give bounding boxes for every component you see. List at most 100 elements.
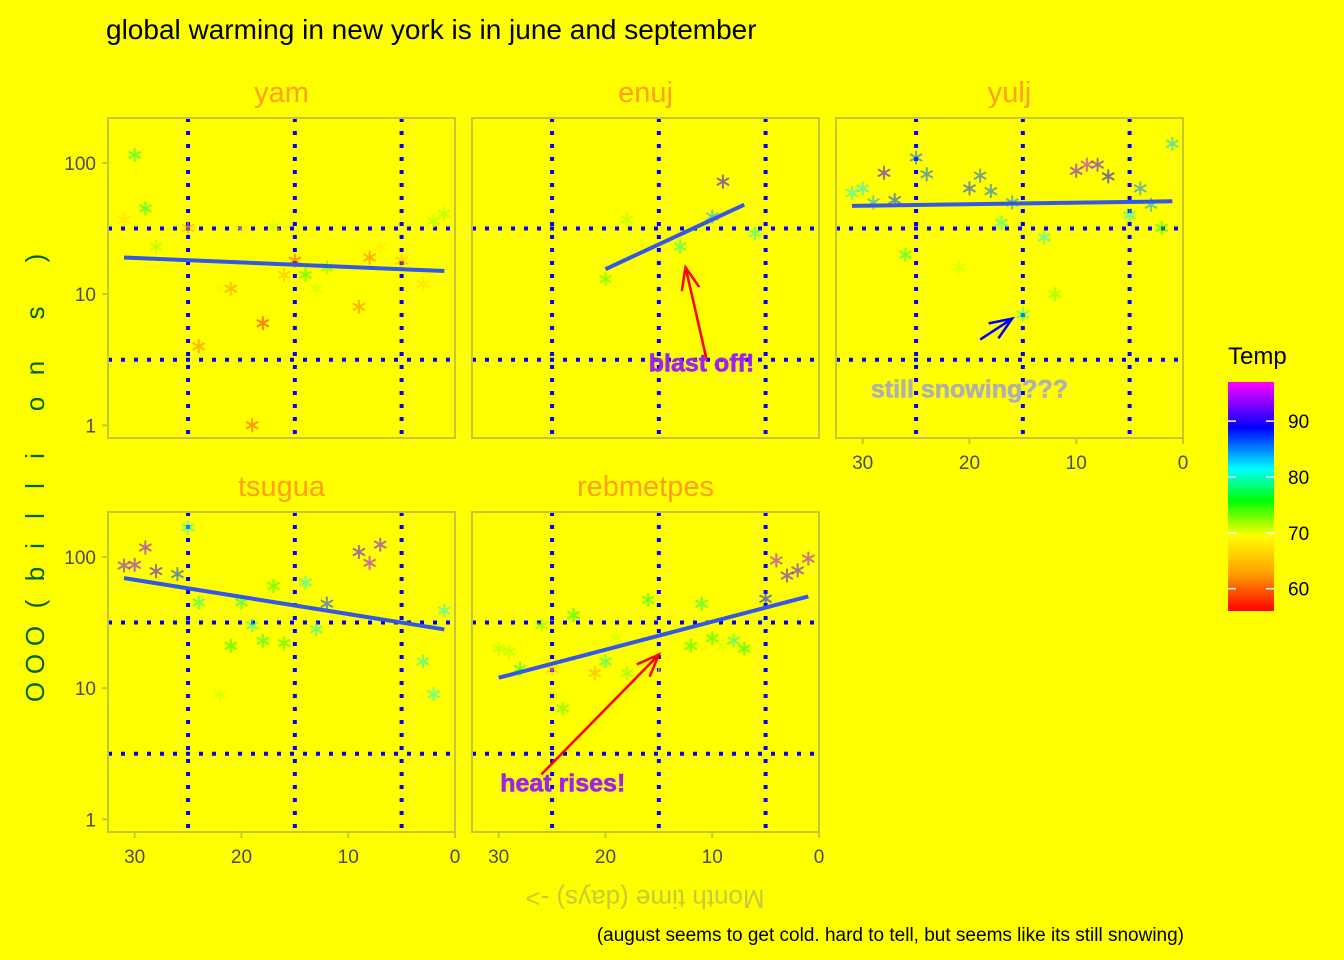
data-point [1091,157,1105,172]
x-tick-label: 0 [814,847,825,868]
data-point [192,339,206,354]
annotation-text: heat rises! [500,770,625,798]
y-axis-title-char: n [20,361,50,375]
data-point [920,167,934,182]
annotation-text: still snowing??? [871,376,1068,404]
data-point [309,281,323,296]
data-point [973,168,987,183]
data-point [1048,287,1062,302]
data-point [662,687,677,702]
y-axis-title-char: i [20,453,50,459]
data-point [962,181,977,196]
annotation-arrowhead [636,652,662,678]
data-point [266,579,281,594]
data-point [266,219,281,234]
data-point [427,214,441,229]
y-axis-title-char: b [20,567,50,581]
data-point [170,567,184,582]
y-tick-label: 1 [85,810,96,831]
data-point [1133,181,1147,196]
data-point [1101,169,1115,184]
chart-title: global warming in new york is in june an… [106,14,757,45]
x-tick-label: 30 [124,847,145,868]
data-point [748,226,762,241]
data-point [416,276,430,291]
y-axis-title-char: l [20,513,50,519]
annotation-arrow [684,267,709,362]
y-axis-title-char: i [20,543,50,549]
data-point [566,608,580,623]
data-point [727,633,741,648]
annotation-arrow [540,653,660,776]
trend-line [604,202,746,271]
data-point [801,551,815,566]
data-point [1123,208,1137,223]
panel-border [107,511,456,833]
data-point [780,568,794,583]
data-point [245,618,259,633]
x-tick-label: 30 [852,453,873,474]
data-point [898,247,912,262]
data-point [437,206,451,221]
legend-tick-label: 60 [1288,580,1309,601]
data-point [352,545,366,560]
trend-line [123,255,445,274]
data-point [716,638,730,653]
data-point [427,687,441,702]
trend-line [851,199,1173,208]
data-point [1016,307,1030,322]
panel-yulj: yulj still snowing??? 30 20 10 0 [835,77,1189,474]
x-tick-label: 10 [338,847,359,868]
x-tick-label: 20 [959,453,980,474]
data-point [192,595,206,610]
y-axis-title-char: O [20,682,50,702]
y-axis-title-char: O [20,654,50,674]
data-point [213,687,227,702]
x-tick-label: 20 [231,847,252,868]
data-point [909,150,923,165]
data-point [149,239,163,254]
legend-tick-label: 80 [1288,468,1309,489]
x-axis-title: Month time (days) -> [525,884,764,914]
panel-border [471,511,820,833]
data-point [492,641,506,656]
x-tick-label: 0 [1178,453,1189,474]
data-point [845,185,859,200]
data-point [117,212,131,227]
data-point [1165,136,1179,151]
data-point [277,267,291,282]
data-point [352,299,366,314]
y-axis-title-char: ( [20,599,50,608]
y-tick-label: 10 [75,285,96,306]
annotation-text: blast off! [649,350,755,378]
legend-colorbar [1228,382,1274,611]
data-point [437,603,451,618]
data-point [363,555,377,570]
y-tick-label: 100 [64,548,96,569]
data-point [716,174,730,189]
y-tick-label: 100 [64,154,96,175]
data-point [856,181,870,196]
data-point [588,666,602,681]
panel-rebmetpes: rebmetpes heat rises! 30 20 10 0 [471,471,825,868]
data-point [877,165,891,180]
data-point [138,540,152,555]
data-point [502,644,516,659]
strip-label: yulj [988,77,1032,109]
y-axis-title-char: l [20,483,50,489]
data-point [416,654,430,669]
trend-line [123,576,445,632]
panel-border [107,117,456,439]
annotation-arrowhead [680,264,701,292]
panel-border [471,117,820,439]
data-point [320,596,334,611]
data-point [652,666,666,681]
data-point [737,641,751,656]
data-point [298,575,313,590]
x-tick-label: 30 [488,847,509,868]
trend-line [498,594,809,680]
y-tick-label: 1 [85,416,96,437]
annotation-arrow [979,317,1013,341]
data-point [673,239,687,254]
data-point [630,644,645,659]
